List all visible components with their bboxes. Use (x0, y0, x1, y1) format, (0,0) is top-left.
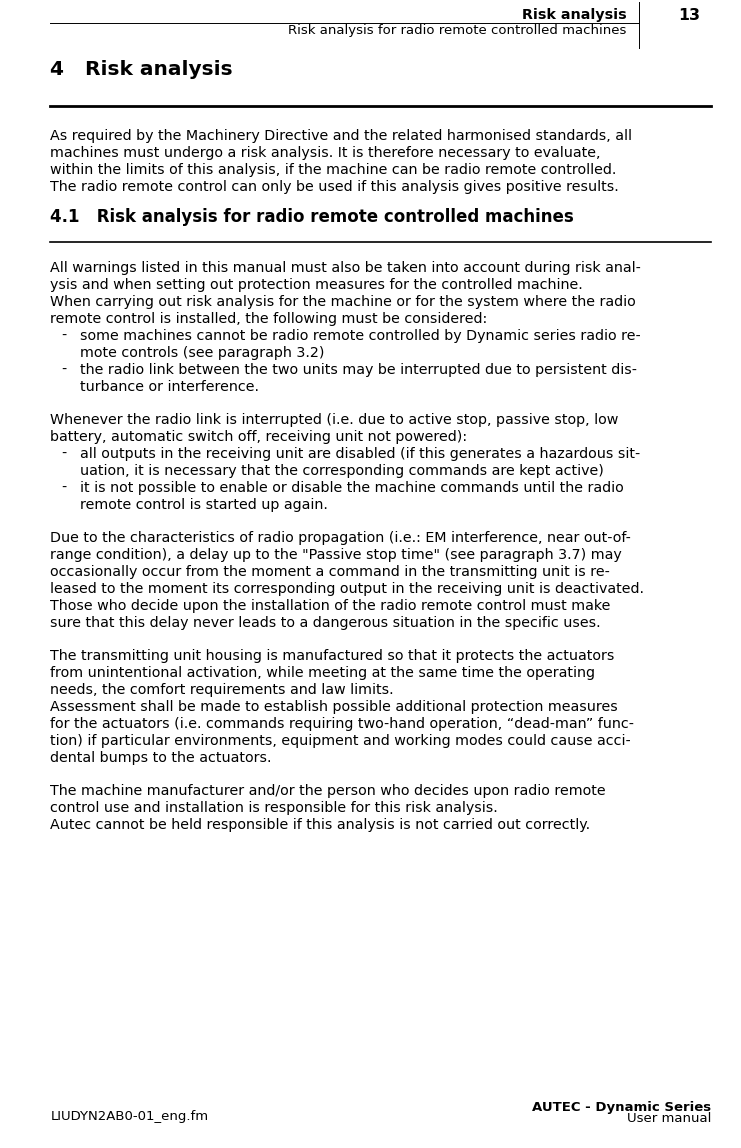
Text: needs, the comfort requirements and law limits.: needs, the comfort requirements and law … (50, 683, 394, 697)
Text: Risk analysis: Risk analysis (522, 8, 626, 22)
Text: range condition), a delay up to the "Passive stop time" (see paragraph 3.7) may: range condition), a delay up to the "Pas… (50, 548, 622, 561)
Text: 4   Risk analysis: 4 Risk analysis (50, 60, 233, 79)
Text: Risk analysis for radio remote controlled machines: Risk analysis for radio remote controlle… (288, 24, 626, 37)
Text: Due to the characteristics of radio propagation (i.e.: EM interference, near out: Due to the characteristics of radio prop… (50, 530, 631, 545)
Text: Autec cannot be held responsible if this analysis is not carried out correctly.: Autec cannot be held responsible if this… (50, 817, 591, 832)
Text: The transmitting unit housing is manufactured so that it protects the actuators: The transmitting unit housing is manufac… (50, 649, 615, 662)
Text: remote control is installed, the following must be considered:: remote control is installed, the followi… (50, 312, 488, 326)
Text: it is not possible to enable or disable the machine commands until the radio: it is not possible to enable or disable … (80, 481, 624, 495)
Text: sure that this delay never leads to a dangerous situation in the specific uses.: sure that this delay never leads to a da… (50, 615, 601, 630)
Text: mote controls (see paragraph 3.2): mote controls (see paragraph 3.2) (80, 346, 325, 359)
Text: within the limits of this analysis, if the machine can be radio remote controlle: within the limits of this analysis, if t… (50, 163, 617, 177)
Text: -: - (62, 328, 67, 343)
Text: Assessment shall be made to establish possible additional protection measures: Assessment shall be made to establish po… (50, 700, 618, 714)
Text: AUTEC - Dynamic Series: AUTEC - Dynamic Series (532, 1101, 711, 1114)
Text: tion) if particular environments, equipment and working modes could cause acci-: tion) if particular environments, equipm… (50, 734, 631, 747)
Text: the radio link between the two units may be interrupted due to persistent dis-: the radio link between the two units may… (80, 363, 637, 377)
Text: User manual: User manual (627, 1112, 711, 1125)
Text: The radio remote control can only be used if this analysis gives positive result: The radio remote control can only be use… (50, 179, 619, 194)
Text: LIUDYN2AB0-01_eng.fm: LIUDYN2AB0-01_eng.fm (50, 1110, 208, 1123)
Text: ysis and when setting out protection measures for the controlled machine.: ysis and when setting out protection mea… (50, 278, 583, 292)
Text: machines must undergo a risk analysis. It is therefore necessary to evaluate,: machines must undergo a risk analysis. I… (50, 146, 601, 160)
Text: All warnings listed in this manual must also be taken into account during risk a: All warnings listed in this manual must … (50, 261, 641, 274)
Text: control use and installation is responsible for this risk analysis.: control use and installation is responsi… (50, 801, 498, 815)
Text: all outputs in the receiving unit are disabled (if this generates a hazardous si: all outputs in the receiving unit are di… (80, 447, 640, 460)
Text: dental bumps to the actuators.: dental bumps to the actuators. (50, 751, 272, 765)
Text: -: - (62, 363, 67, 377)
Text: 13: 13 (678, 8, 700, 23)
Text: Whenever the radio link is interrupted (i.e. due to active stop, passive stop, l: Whenever the radio link is interrupted (… (50, 413, 619, 427)
Text: for the actuators (i.e. commands requiring two-hand operation, “dead-man” func-: for the actuators (i.e. commands requiri… (50, 716, 634, 731)
Text: As required by the Machinery Directive and the related harmonised standards, all: As required by the Machinery Directive a… (50, 129, 632, 142)
Text: -: - (62, 481, 67, 495)
Text: Those who decide upon the installation of the radio remote control must make: Those who decide upon the installation o… (50, 599, 611, 613)
Text: 4.1   Risk analysis for radio remote controlled machines: 4.1 Risk analysis for radio remote contr… (50, 208, 574, 226)
Text: some machines cannot be radio remote controlled by Dynamic series radio re-: some machines cannot be radio remote con… (80, 328, 641, 343)
Text: When carrying out risk analysis for the machine or for the system where the radi: When carrying out risk analysis for the … (50, 295, 636, 309)
Text: turbance or interference.: turbance or interference. (80, 380, 259, 394)
Text: occasionally occur from the moment a command in the transmitting unit is re-: occasionally occur from the moment a com… (50, 565, 611, 579)
Text: uation, it is necessary that the corresponding commands are kept active): uation, it is necessary that the corresp… (80, 464, 604, 478)
Text: battery, automatic switch off, receiving unit not powered):: battery, automatic switch off, receiving… (50, 429, 468, 444)
Text: from unintentional activation, while meeting at the same time the operating: from unintentional activation, while mee… (50, 666, 595, 680)
Text: remote control is started up again.: remote control is started up again. (80, 498, 328, 512)
Text: -: - (62, 447, 67, 460)
Text: The machine manufacturer and/or the person who decides upon radio remote: The machine manufacturer and/or the pers… (50, 784, 606, 798)
Text: leased to the moment its corresponding output in the receiving unit is deactivat: leased to the moment its corresponding o… (50, 582, 645, 596)
